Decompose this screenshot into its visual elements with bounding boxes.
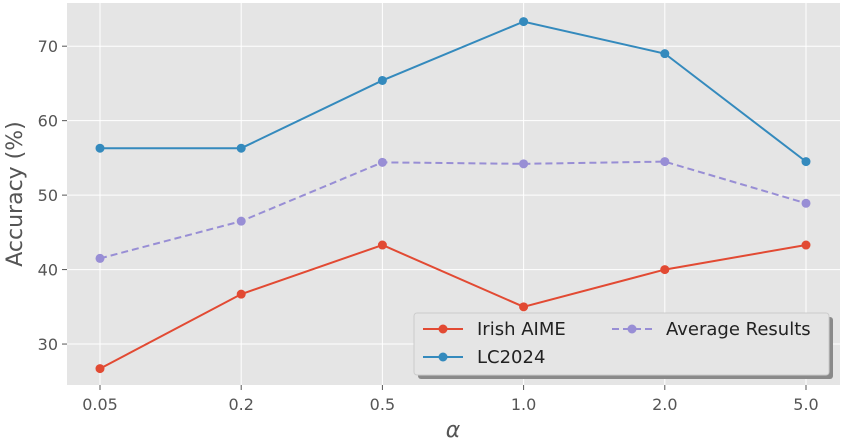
data-point-average-results <box>377 157 387 167</box>
data-point-irish-aime <box>660 265 670 275</box>
data-point-average-results <box>801 198 811 208</box>
series-line-lc2024 <box>100 20 807 163</box>
x-tick-label: 1.0 <box>511 395 536 414</box>
x-tick-label: 0.05 <box>82 395 118 414</box>
y-ticks: 30 40 50 60 70 <box>38 37 67 354</box>
data-point-lc2024 <box>95 143 105 153</box>
data-point-lc2024 <box>519 17 529 27</box>
y-tick-label: 50 <box>38 186 58 205</box>
data-point-irish-aime <box>801 240 811 250</box>
y-tick-label: 40 <box>38 261 58 280</box>
data-point-irish-aime <box>519 302 529 312</box>
data-point-irish-aime <box>95 364 105 374</box>
y-axis-label: Accuracy (%) <box>3 121 28 267</box>
data-point-average-results <box>519 159 529 169</box>
data-point-average-results <box>95 253 105 263</box>
series-lc2024 <box>95 17 811 167</box>
legend-label: LC2024 <box>477 347 545 368</box>
data-point-average-results <box>660 157 670 167</box>
y-tick-label: 30 <box>38 335 58 354</box>
x-tick-label: 0.5 <box>370 395 395 414</box>
legend-box <box>413 312 830 376</box>
series-average-results <box>95 157 811 263</box>
data-point-lc2024 <box>801 157 811 167</box>
x-tick-label: 2.0 <box>652 395 677 414</box>
legend-entry-irish-aime: Irish AIME <box>423 319 566 340</box>
x-ticks: 0.05 0.2 0.5 1.0 2.0 5.0 <box>82 385 819 414</box>
y-tick-label: 60 <box>38 112 58 131</box>
data-point-lc2024 <box>236 143 246 153</box>
legend: Irish AIME LC2024 Average Results <box>413 312 833 379</box>
series-line-irish-aime <box>99 243 807 370</box>
series-irish-aime <box>95 240 811 374</box>
y-tick-label: 70 <box>38 37 58 56</box>
series-layer <box>95 17 811 374</box>
legend-label: Average Results <box>666 319 811 340</box>
legend-label: Irish AIME <box>477 319 566 340</box>
legend-entry-average-results: Average Results <box>612 319 811 340</box>
data-point-irish-aime <box>377 240 387 250</box>
x-tick-label: 0.2 <box>228 395 253 414</box>
legend-marker <box>438 324 448 334</box>
x-axis-label: α <box>446 418 461 442</box>
legend-marker <box>438 352 448 362</box>
data-point-lc2024 <box>660 49 670 59</box>
legend-marker <box>627 324 637 334</box>
data-point-lc2024 <box>377 75 387 85</box>
x-tick-label: 5.0 <box>793 395 818 414</box>
data-point-irish-aime <box>236 289 246 299</box>
legend-entry-lc2024: LC2024 <box>423 347 545 368</box>
series-line-average-results <box>99 160 807 260</box>
data-point-average-results <box>236 216 246 226</box>
